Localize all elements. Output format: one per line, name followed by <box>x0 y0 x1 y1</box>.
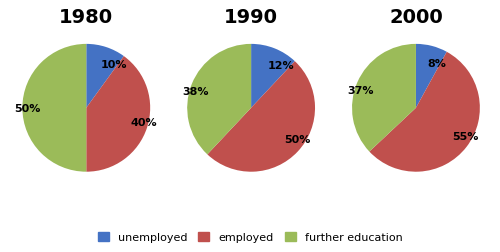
Text: 10%: 10% <box>100 60 127 70</box>
Text: 55%: 55% <box>452 132 478 141</box>
Text: 38%: 38% <box>182 86 208 97</box>
Wedge shape <box>416 45 446 108</box>
Wedge shape <box>187 45 251 155</box>
Legend: unemployed, employed, further education: unemployed, employed, further education <box>93 227 407 246</box>
Title: 1980: 1980 <box>59 8 114 27</box>
Wedge shape <box>352 45 416 152</box>
Wedge shape <box>208 62 315 172</box>
Wedge shape <box>251 45 295 108</box>
Text: 50%: 50% <box>14 103 40 113</box>
Text: 8%: 8% <box>428 59 446 69</box>
Wedge shape <box>86 45 124 108</box>
Text: 37%: 37% <box>347 85 374 95</box>
Wedge shape <box>370 53 480 172</box>
Wedge shape <box>86 57 150 172</box>
Text: 50%: 50% <box>284 135 311 145</box>
Wedge shape <box>22 45 86 172</box>
Title: 2000: 2000 <box>389 8 443 27</box>
Text: 12%: 12% <box>268 61 294 71</box>
Title: 1990: 1990 <box>224 8 278 27</box>
Text: 40%: 40% <box>130 117 156 128</box>
